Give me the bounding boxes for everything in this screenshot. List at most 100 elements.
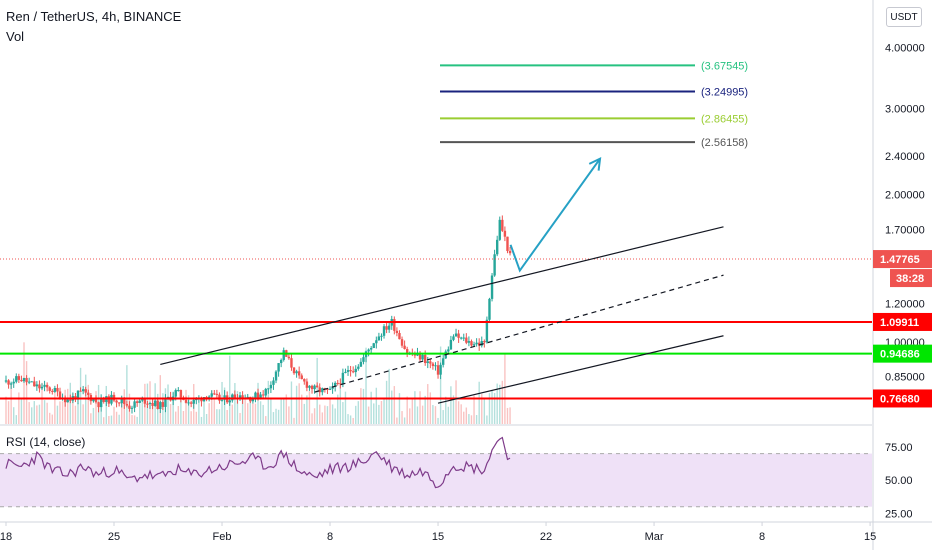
candle-body — [12, 381, 15, 384]
volume-bar — [432, 405, 434, 424]
volume-bar — [311, 413, 313, 424]
candle-body — [475, 342, 478, 345]
candle-body — [372, 343, 375, 349]
candle-body — [27, 381, 31, 383]
volume-bar — [110, 415, 113, 424]
price-tick-label: 3.00000 — [885, 104, 925, 116]
volume-bar — [275, 408, 277, 424]
volume-bar — [15, 415, 17, 424]
candle-body — [367, 349, 370, 352]
volume-bar — [223, 387, 226, 424]
candle-body — [117, 402, 121, 404]
candle-body — [187, 402, 190, 404]
candle-body — [336, 382, 339, 384]
candle-body — [465, 337, 468, 343]
rsi-label[interactable]: RSI (14, close) — [6, 435, 86, 449]
candle-body — [133, 401, 136, 408]
level-tag: 1.09911 — [880, 317, 919, 329]
volume-bar — [10, 384, 12, 424]
volume-bar — [447, 406, 450, 424]
candle-body — [231, 394, 234, 401]
volume-bar — [295, 385, 298, 424]
candle-body — [215, 393, 219, 395]
volume-bar — [46, 402, 48, 424]
volume-bar — [133, 415, 136, 424]
candle-body — [501, 219, 504, 231]
volume-bar — [427, 384, 429, 424]
volume-bar — [421, 405, 424, 424]
volume-bar — [367, 406, 370, 424]
candle-body — [51, 390, 54, 392]
volume-bar — [182, 411, 185, 424]
candle-body — [35, 384, 39, 387]
candle-body — [441, 358, 445, 365]
volume-bar — [357, 401, 360, 424]
candle-body — [161, 402, 165, 407]
volume-bar — [488, 393, 491, 424]
candle-body — [115, 400, 118, 403]
volume-bar — [69, 382, 71, 424]
candle-body — [94, 399, 98, 403]
rsi-tick-label: 75.00 — [885, 442, 913, 454]
candle-body — [107, 396, 111, 404]
volume-bar — [455, 380, 457, 424]
candle-body — [282, 350, 285, 360]
countdown-bg — [890, 269, 932, 288]
volume-bar — [429, 392, 432, 424]
candle-body — [166, 396, 170, 398]
candle-body — [146, 403, 149, 405]
volume-bar — [478, 381, 480, 424]
candle-body — [69, 399, 72, 401]
candle-body — [128, 405, 131, 409]
candle-body — [246, 396, 249, 398]
candle-body — [287, 356, 291, 359]
volume-bar — [486, 415, 488, 424]
volume-label[interactable]: Vol — [6, 29, 25, 44]
volume-bar — [414, 391, 416, 424]
candle-body — [233, 394, 237, 399]
volume-bar — [265, 416, 267, 424]
volume-bar — [198, 402, 200, 424]
volume-bar — [103, 417, 105, 424]
candle-body — [267, 388, 270, 390]
candle-body — [503, 230, 507, 237]
volume-bar — [41, 382, 43, 424]
candle-body — [279, 359, 283, 364]
candle-body — [159, 402, 162, 410]
current-price-tag: 1.47765 — [880, 254, 920, 266]
volume-bar — [77, 403, 79, 424]
volume-bar — [113, 406, 115, 424]
volume-bar — [151, 399, 154, 424]
volume-bar — [72, 393, 74, 424]
volume-bar — [38, 404, 41, 424]
volume-bar — [475, 415, 478, 424]
channel-line-middle — [314, 274, 724, 393]
volume-bar — [18, 392, 20, 424]
volume-bar — [20, 399, 23, 424]
volume-bar — [259, 401, 262, 424]
candle-body — [359, 361, 363, 367]
price-tick-label: 1.20000 — [885, 298, 925, 310]
symbol-title[interactable]: Ren / TetherUS, 4h, BINANCE — [6, 9, 182, 24]
level-tag: 0.76680 — [880, 393, 920, 405]
candle-body — [138, 400, 141, 403]
volume-bar — [25, 361, 28, 424]
candle-body — [483, 341, 486, 343]
volume-bar — [56, 405, 59, 424]
volume-bar — [496, 383, 498, 424]
rsi-tick-label: 50.00 — [885, 475, 913, 487]
volume-bar — [506, 407, 509, 424]
time-tick-label: 22 — [540, 531, 552, 543]
volume-bar — [378, 404, 380, 424]
volume-bar — [218, 409, 221, 424]
volume-bar — [257, 382, 259, 424]
candle-body — [210, 393, 213, 397]
volume-bar — [337, 394, 339, 424]
volume-bar — [95, 391, 97, 424]
currency-button[interactable]: USDT — [886, 7, 922, 27]
candle-body — [377, 336, 381, 341]
volume-bar — [33, 401, 35, 424]
volume-bar — [13, 407, 15, 424]
candle-body — [79, 390, 82, 392]
